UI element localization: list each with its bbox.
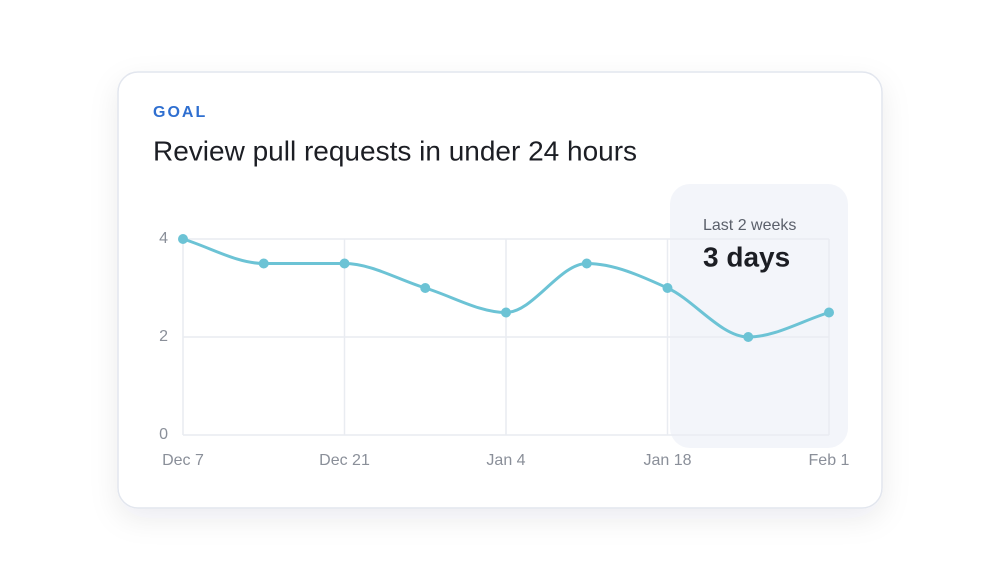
point [420,283,431,293]
x-tick-label: Jan 18 [643,452,691,469]
point [743,332,754,342]
eyebrow: GOAL [153,104,207,121]
point [258,258,269,269]
point [662,283,673,293]
point [581,258,592,269]
x-tick-label: Dec 7 [162,452,204,469]
y-tick-label: 2 [159,328,168,345]
x-tick-label: Feb 1 [809,452,850,469]
y-tick-label: 4 [159,230,168,247]
highlight-value: 3 days [703,241,790,272]
plot: 0 2 4 Dec 7 Dec 21 Jan 4 Jan 18 Feb 1 [159,230,849,469]
y-tick-label: 0 [159,426,168,443]
x-tick-label: Jan 4 [486,452,525,469]
point [824,307,834,318]
x-tick-label: Dec 21 [319,452,370,469]
point [339,258,350,269]
point [501,307,511,318]
chart-title: Review pull requests in under 24 hours [153,135,637,166]
highlight-label: Last 2 weeks [703,217,796,234]
highlight-panel [670,184,848,448]
point [178,234,188,244]
